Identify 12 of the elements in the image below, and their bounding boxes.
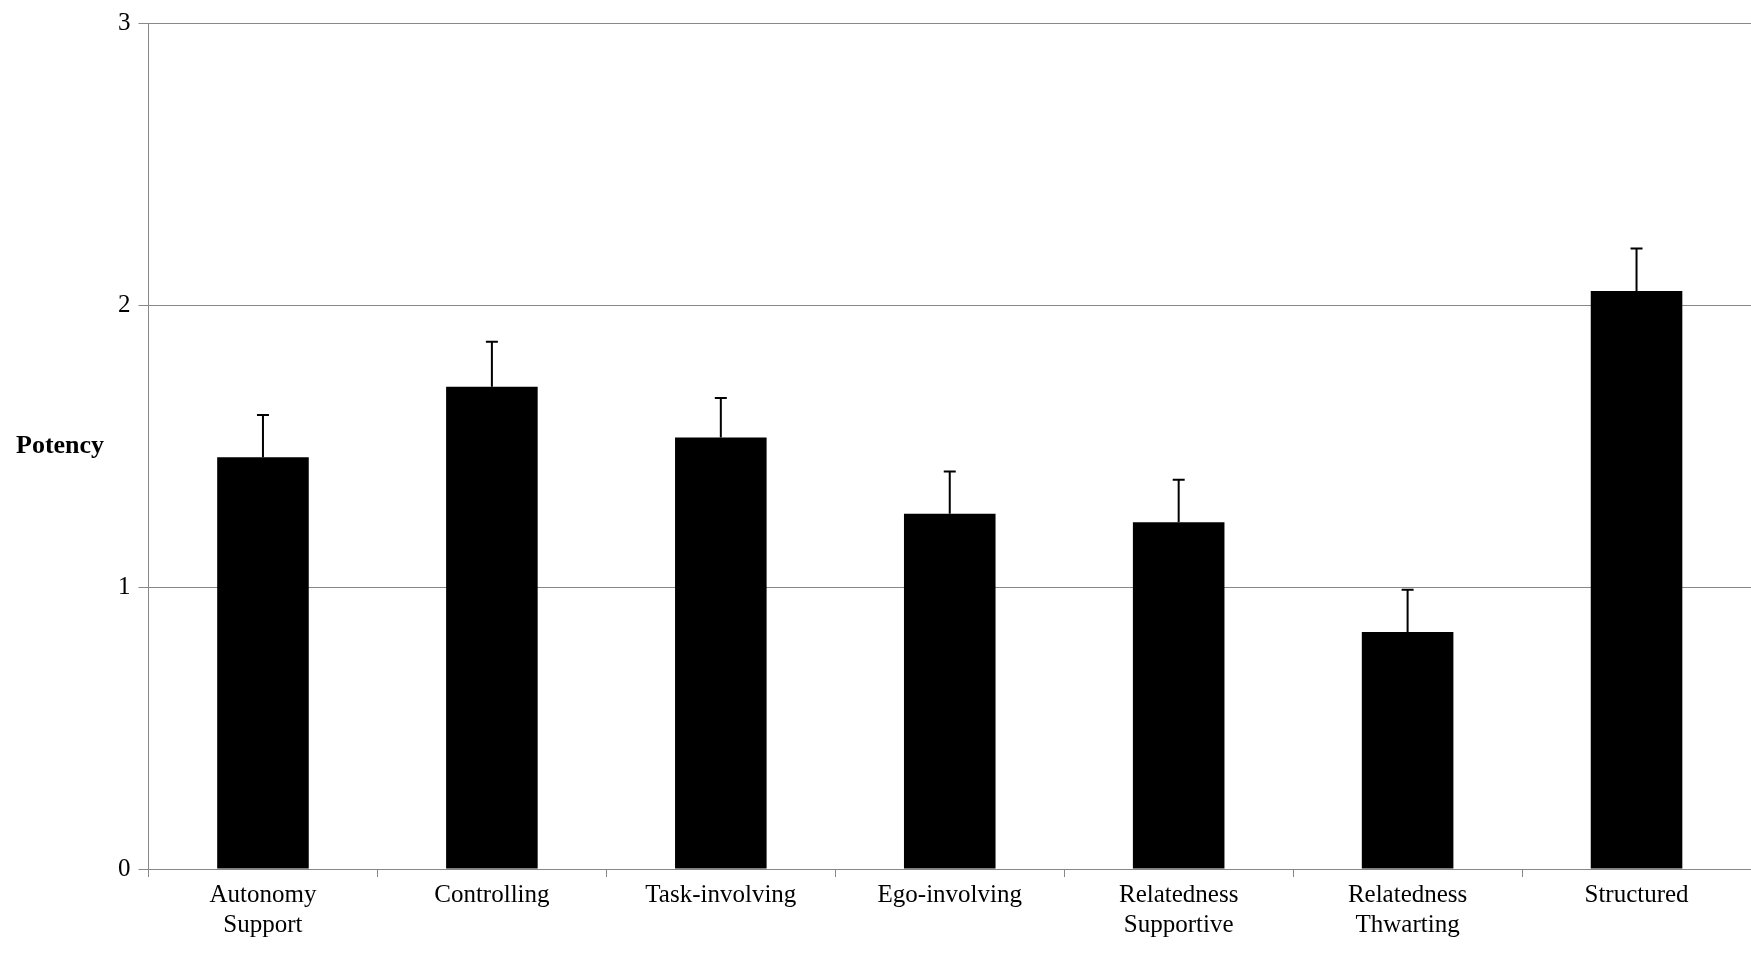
x-tick-label: Relatedness Supportive (1118, 879, 1239, 937)
x-tick-label: Ego-involving (877, 879, 1023, 907)
y-tick-label: 2 (118, 289, 131, 317)
y-tick-label: 1 (118, 571, 131, 599)
y-axis-title: Potency (16, 429, 105, 459)
x-tick-label: Relatedness Thwarting (1347, 879, 1468, 937)
x-tick-label: Task-involving (645, 879, 797, 907)
x-tick-label: Controlling (434, 879, 551, 907)
x-tick-label: Structured (1584, 879, 1690, 907)
y-tick-label: 0 (118, 853, 131, 881)
y-tick-label: 3 (118, 7, 131, 35)
x-tick-label: Autonomy Support (209, 879, 317, 937)
